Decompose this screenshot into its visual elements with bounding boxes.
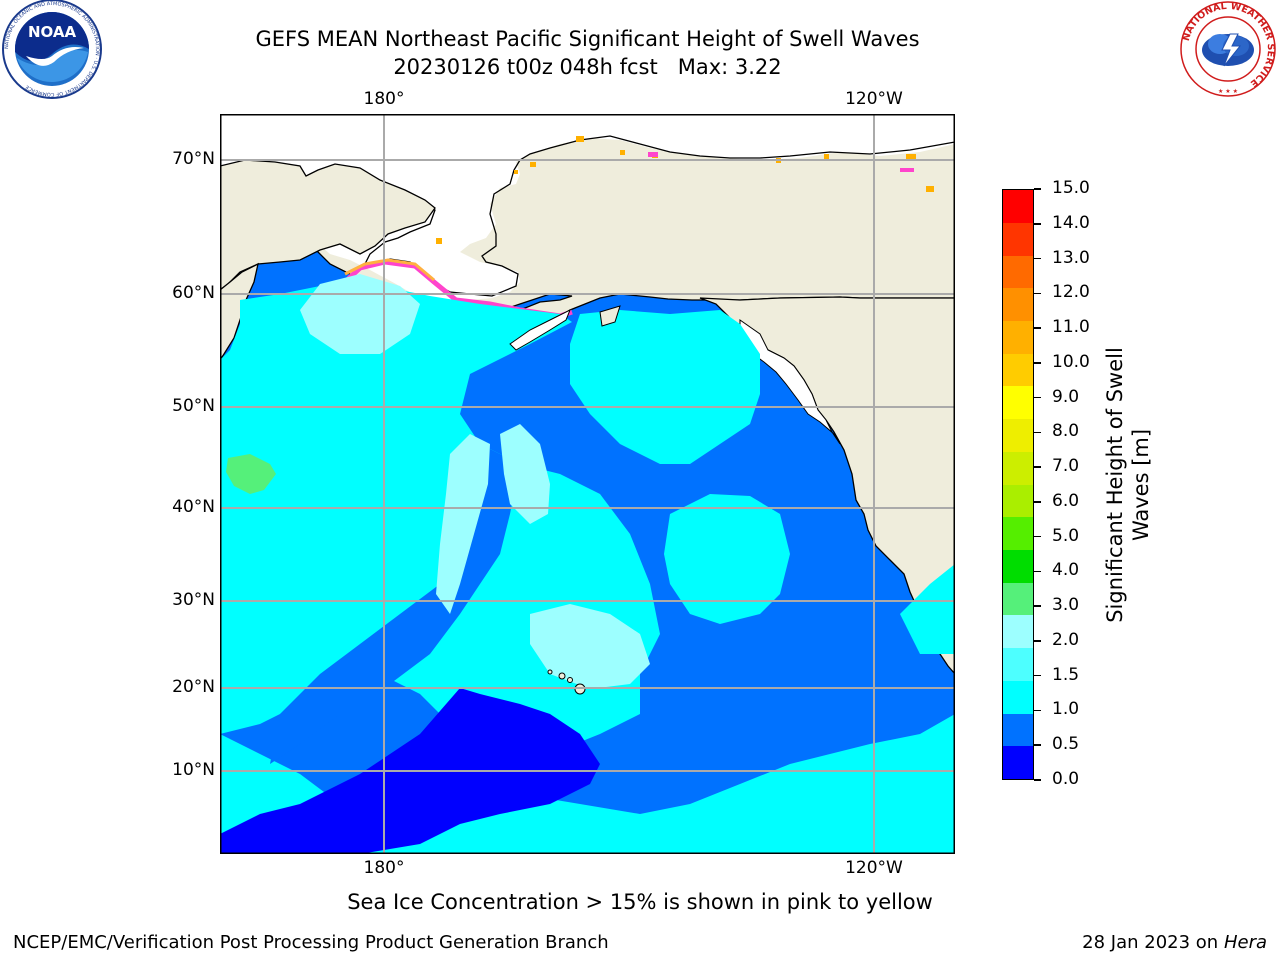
colorbar-tick-label: 12.0 [1052, 282, 1090, 303]
lat-tick-20n: 20°N [172, 677, 215, 697]
lon-tick-top-180: 180° [363, 89, 405, 109]
colorbar-tick-label: 1.5 [1052, 664, 1080, 685]
colorbar-swatch [1003, 451, 1033, 485]
colorbar-tick [1034, 605, 1041, 607]
lat-tick-60n: 60°N [172, 283, 215, 303]
plot-title-line1: GEFS MEAN Northeast Pacific Significant … [255, 27, 920, 51]
colorbar-tick [1034, 362, 1041, 364]
colorbar-tick-label: 14.0 [1052, 212, 1090, 233]
graticule [220, 114, 955, 854]
lat-tick-30n: 30°N [172, 590, 215, 610]
plot-title-line2: 20230126 t00z 048h fcst Max: 3.22 [393, 55, 782, 79]
colorbar-label-line2: Waves [m] [1129, 428, 1153, 542]
lon-tick-bottom-180: 180° [363, 858, 405, 878]
colorbar-tick [1034, 779, 1041, 781]
colorbar-tick [1034, 535, 1041, 538]
noaa-logo: NOAA NATIONAL OCEANIC AND ATMOSPHERIC AD… [0, 0, 104, 104]
colorbar-tick [1034, 640, 1041, 642]
colorbar-swatch [1003, 484, 1033, 518]
sea-ice-note: Sea Ice Concentration > 15% is shown in … [347, 890, 933, 914]
colorbar-swatch [1003, 255, 1033, 289]
colorbar-swatch [1003, 190, 1033, 223]
footer-host: Hera [1223, 932, 1267, 953]
colorbar-tick [1034, 501, 1041, 503]
lon-tick-top-120w: 120°W [845, 89, 903, 109]
colorbar [1002, 189, 1034, 780]
colorbar-tick [1034, 744, 1041, 746]
colorbar-swatch [1003, 549, 1033, 583]
colorbar-tick [1034, 188, 1041, 190]
colorbar-label-line1: Significant Height of Swell [1103, 347, 1127, 623]
colorbar-tick-label: 4.0 [1052, 560, 1080, 581]
colorbar-tick-label: 9.0 [1052, 386, 1080, 407]
colorbar-tick-label: 15.0 [1052, 178, 1090, 198]
colorbar-tick-label: 10.0 [1052, 351, 1090, 372]
colorbar-swatch [1003, 419, 1033, 452]
colorbar-tick [1034, 431, 1041, 434]
colorbar-swatch [1003, 713, 1033, 747]
colorbar-tick-label: 13.0 [1052, 247, 1090, 268]
colorbar-tick-label: 11.0 [1052, 317, 1090, 338]
colorbar-tick-label: 3.0 [1052, 595, 1080, 616]
national-weather-service-logo: NATIONAL WEATHER SERVICE ★ ★ ★ [1178, 0, 1278, 100]
colorbar-swatch [1003, 582, 1033, 616]
colorbar-tick-label: 7.0 [1052, 456, 1080, 477]
colorbar-tick [1034, 709, 1041, 712]
lat-tick-70n: 70°N [172, 149, 215, 169]
colorbar-swatch [1003, 288, 1033, 321]
swell-3p0-4p0 [226, 454, 276, 494]
colorbar-tick [1034, 466, 1041, 468]
colorbar-swatch [1003, 517, 1033, 550]
colorbar-swatch [1003, 746, 1033, 779]
colorbar-tick-label: 8.0 [1052, 421, 1080, 442]
map-panel [220, 114, 955, 854]
noaa-logo-text: NOAA [28, 23, 77, 41]
colorbar-ticks [1034, 188, 1044, 781]
lon-tick-bottom-120w: 120°W [845, 858, 903, 878]
colorbar-tick-label: 2.0 [1052, 629, 1080, 650]
colorbar-tick [1034, 327, 1041, 329]
land-siberia [220, 159, 436, 291]
colorbar-tick [1034, 396, 1041, 399]
lat-tick-10n: 10°N [172, 760, 215, 780]
footer-date: 28 Jan 2023 on [1082, 932, 1219, 953]
colorbar-swatch [1003, 386, 1033, 420]
colorbar-swatch [1003, 680, 1033, 714]
colorbar-swatch [1003, 353, 1033, 387]
colorbar-swatch [1003, 648, 1033, 681]
colorbar-tick [1034, 570, 1041, 573]
colorbar-swatch [1003, 222, 1033, 256]
svg-text:★ ★ ★: ★ ★ ★ [1218, 88, 1238, 95]
colorbar-swatch [1003, 320, 1033, 354]
colorbar-tick-label: 5.0 [1052, 525, 1080, 546]
colorbar-tick [1034, 292, 1041, 295]
colorbar-tick [1034, 257, 1041, 260]
footer-right: 28 Jan 2023 on Hera [1082, 932, 1267, 953]
colorbar-tick [1034, 674, 1041, 677]
colorbar-tick-label: 0.5 [1052, 734, 1080, 755]
lat-tick-50n: 50°N [172, 396, 215, 416]
colorbar-tick-label: 6.0 [1052, 490, 1080, 511]
lat-tick-40n: 40°N [172, 497, 215, 517]
colorbar-tick-label: 1.0 [1052, 699, 1080, 720]
colorbar-tick [1034, 223, 1041, 225]
colorbar-swatch [1003, 615, 1033, 649]
footer-left: NCEP/EMC/Verification Post Processing Pr… [13, 932, 609, 953]
arctic-ocean [220, 114, 955, 304]
colorbar-tick-label: 0.0 [1052, 769, 1080, 789]
